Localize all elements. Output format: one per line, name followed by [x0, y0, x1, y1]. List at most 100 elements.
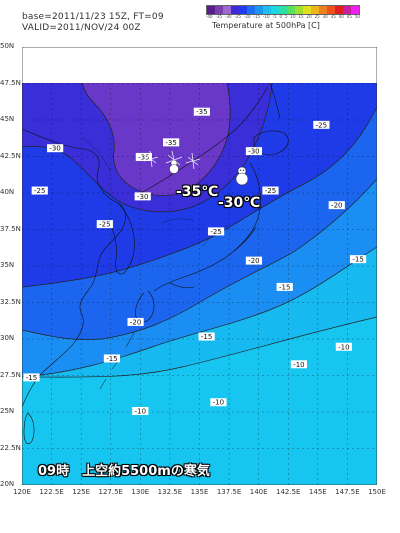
forecast-valid-label: VALID=2011/NOV/24 00Z [22, 23, 141, 33]
latitude-label: 35N [0, 261, 15, 269]
contour-label-text: -15 [106, 355, 117, 363]
latitude-label: 32.5N [0, 297, 21, 306]
color-scale-tick: 30 [322, 14, 328, 19]
color-swatch [351, 6, 359, 14]
longitude-label: 147.5E [335, 488, 360, 496]
contour-label-text: -10 [135, 408, 146, 416]
contour-label: -10 [132, 407, 149, 416]
lat-lon-grid [22, 83, 377, 485]
color-scale-title: Temperature at 500hPa [C] [212, 21, 320, 30]
color-scale-tick: 20 [306, 14, 312, 19]
contour-label: -25 [262, 186, 279, 195]
color-scale-tick: 40 [338, 14, 344, 19]
contour-label: -30 [134, 192, 151, 201]
longitude-label: 132.5E [157, 488, 183, 496]
contour-label-text: -30 [248, 148, 259, 156]
longitude-label: 145E [308, 488, 327, 496]
color-swatch [287, 6, 295, 14]
temp-band-minus35 [82, 83, 231, 196]
contour-label-text: -25 [316, 121, 327, 129]
contour-label: -15 [276, 282, 293, 291]
longitude-label: 127.5E [98, 488, 123, 496]
color-scale-tick: -25 [234, 14, 242, 19]
contour-label-text: -35 [165, 139, 176, 147]
color-swatch [223, 6, 231, 14]
contour-label-text: -20 [248, 257, 259, 265]
latitude-label: 47.5N [0, 78, 21, 87]
color-swatch [231, 6, 239, 14]
contour-label: -15 [349, 255, 367, 264]
longitude-label: 137.5E [216, 488, 242, 496]
minus35-annotation: -35℃ [176, 184, 219, 200]
contour-label: -25 [96, 220, 113, 229]
color-scale-tick: -10 [263, 14, 270, 19]
contour-label: -35 [135, 152, 152, 161]
latitude-label: 27.5N [0, 370, 21, 379]
map-empty-strip [22, 47, 377, 83]
color-swatch [335, 6, 343, 14]
color-swatch [303, 6, 311, 14]
color-scale-tick: 15 [298, 14, 304, 19]
contour-label-text: -30 [49, 145, 60, 153]
minus30-annotation: -30℃ [218, 195, 261, 211]
color-swatch [271, 6, 279, 14]
longitude-label: 125E [72, 488, 91, 496]
color-scale-tick: -35 [215, 14, 223, 19]
contour-label: -20 [245, 256, 263, 265]
color-scale-tick: 50 [354, 14, 360, 19]
longitude-label: 135E [190, 488, 209, 496]
color-swatch [327, 6, 335, 14]
contour-label-text: -25 [34, 187, 45, 195]
contour-label: -15 [23, 373, 40, 382]
contour-label-text: -10 [213, 399, 224, 407]
contour-label: -10 [210, 398, 227, 407]
contour-label-text: -30 [137, 193, 148, 201]
contour-labels: -35 -35 -35 -30 -30 -30 -25 -25 -25 -25 -25 -20 -20 -… [23, 107, 367, 416]
snowman-icon-small [169, 159, 179, 174]
color-scale-tick: -40 [206, 14, 213, 19]
contour-label: -25 [207, 227, 225, 236]
latitude-label: 37.5N [0, 224, 21, 233]
color-scale-bar [206, 5, 360, 15]
contour-label-text: -10 [338, 343, 349, 351]
color-swatch [279, 6, 287, 14]
color-scale-tick: -30 [225, 14, 232, 19]
contour-label: -35 [193, 107, 210, 116]
color-scale-tick: 35 [330, 14, 336, 19]
temperature-map: -35 -35 -35 -30 -30 -30 -25 -25 -25 -25 -25 -20 -20 -… [22, 47, 377, 485]
latitude-label: 20N [0, 480, 15, 488]
contour-label: -15 [103, 354, 121, 363]
contour-label-text: -15 [352, 256, 363, 264]
contour-label-text: -10 [293, 361, 304, 369]
contour-label-text: -15 [26, 374, 37, 382]
color-swatch [207, 6, 215, 14]
color-scale-tick: 0 [279, 14, 282, 19]
contour-label: -20 [127, 317, 144, 326]
longitude-label: 140E [249, 488, 268, 496]
contour-label: -15 [198, 332, 215, 341]
latitude-label: 40N [0, 188, 15, 196]
color-swatch [247, 6, 255, 14]
contour-label-text: -20 [130, 318, 141, 326]
snow-crystal-icons [143, 150, 201, 170]
color-scale-tick: 45 [346, 14, 352, 19]
color-swatch [311, 6, 319, 14]
color-scale-tick: 5 [284, 14, 288, 19]
color-swatch [319, 6, 327, 14]
snowman-icon [235, 166, 249, 186]
contour-label: -25 [313, 120, 330, 129]
contour-label: -35 [163, 138, 180, 147]
contour-label-text: -25 [99, 221, 110, 229]
contour-label-text: -25 [265, 187, 276, 195]
contour-label: -30 [245, 147, 263, 156]
longitude-label: 142.5E [276, 488, 301, 496]
contour-label-text: -15 [279, 283, 290, 291]
contour-label-text: -15 [201, 333, 212, 341]
contour-label-text: -35 [196, 108, 207, 116]
contour-label-text: -35 [138, 153, 149, 161]
latitude-label: 30N [0, 334, 15, 342]
color-scale-tick: -15 [253, 14, 261, 19]
forecast-base-label: base=2011/11/23 15Z, FT=09 [22, 12, 164, 22]
latitude-label: 45N [0, 115, 15, 123]
color-scale-tick: 10 [290, 14, 296, 19]
